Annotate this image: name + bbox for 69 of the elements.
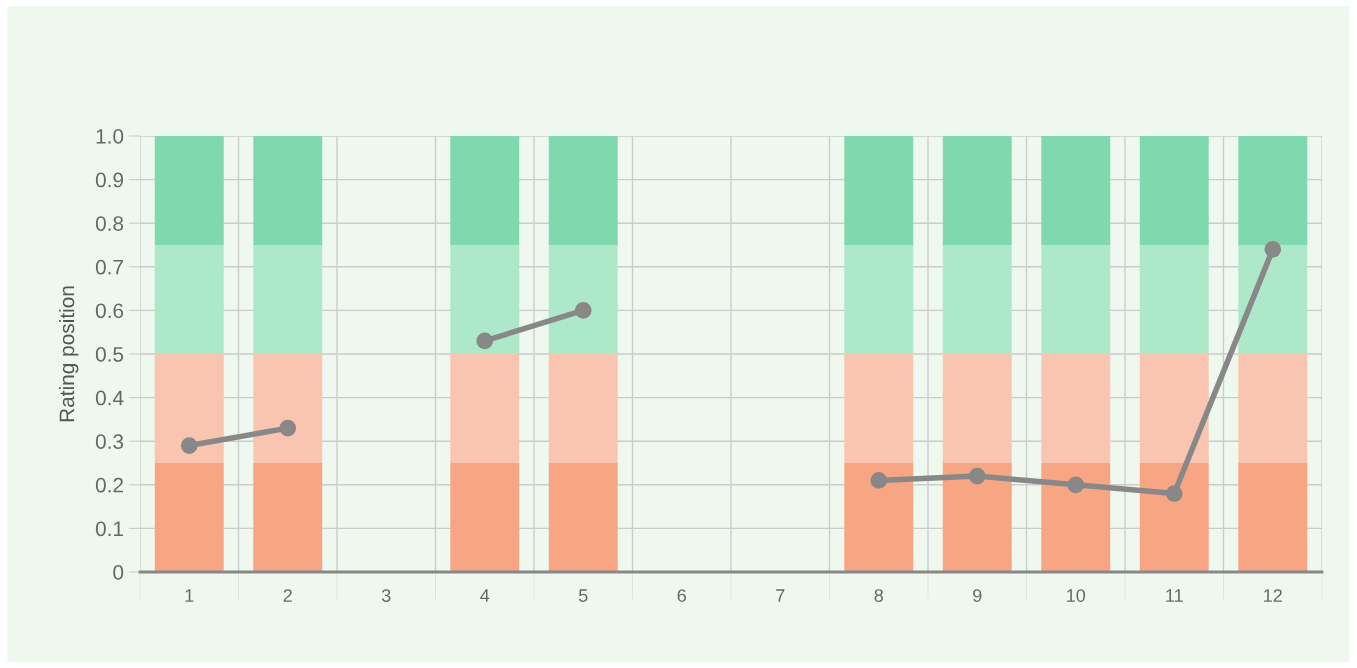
y-tick-label: 0.7	[95, 259, 123, 275]
bar	[942, 463, 1012, 572]
bar	[450, 463, 520, 572]
bar	[1238, 354, 1308, 463]
point	[574, 302, 592, 319]
bar	[450, 245, 520, 354]
bar	[548, 245, 618, 354]
y-tick-label: 0.1	[95, 521, 124, 537]
x-tick-label: 8	[874, 589, 883, 602]
bar	[1238, 136, 1308, 245]
x-tick-label: 1	[185, 589, 194, 602]
y-tick-label: 0.3	[95, 434, 124, 449]
bar	[154, 245, 224, 354]
bar	[844, 463, 914, 572]
bar	[844, 245, 914, 354]
bar	[1041, 245, 1111, 354]
bar	[253, 245, 323, 354]
y-tick-label: 0	[113, 565, 124, 580]
bar	[154, 136, 224, 245]
y-tick-label: 0.2	[95, 477, 123, 493]
bar	[1041, 136, 1111, 245]
point	[476, 332, 494, 350]
bar	[844, 354, 914, 463]
point	[1165, 485, 1183, 502]
x-tick-label: 5	[578, 589, 588, 602]
y-axis-title: Rating position	[58, 286, 79, 422]
x-tick-label: 6	[677, 589, 686, 602]
bar	[1238, 463, 1308, 572]
y-tick-label: 1.0	[96, 129, 124, 144]
bar	[844, 136, 914, 245]
y-tick-label: 0.5	[95, 347, 124, 362]
bar	[548, 463, 618, 572]
bar	[154, 463, 224, 572]
bar	[1238, 245, 1308, 354]
x-tick-label: 9	[973, 589, 982, 602]
y-tick-label: 0.4	[95, 390, 124, 406]
bar	[1139, 354, 1209, 463]
x-tick-label: 7	[776, 589, 785, 602]
bar	[253, 354, 323, 463]
bar	[450, 136, 520, 245]
x-tick-label: 11	[1166, 589, 1183, 602]
bar	[154, 354, 224, 463]
bar	[942, 354, 1012, 463]
point	[1264, 241, 1282, 258]
bar	[1139, 463, 1209, 572]
y-tick-label: 0.6	[95, 303, 124, 319]
bar	[548, 136, 618, 245]
bar	[942, 136, 1012, 245]
point	[1067, 476, 1085, 494]
bar	[942, 245, 1012, 354]
point	[968, 467, 986, 485]
x-tick-label: 10	[1067, 589, 1086, 602]
x-tick-label: 12	[1264, 589, 1282, 602]
x-tick-label: 3	[381, 589, 391, 602]
bar	[1139, 136, 1209, 245]
point	[870, 472, 888, 489]
bar	[1139, 245, 1209, 354]
y-tick-label: 0.8	[95, 216, 124, 231]
bar	[253, 463, 323, 572]
x-tick-label: 4	[480, 589, 490, 602]
bar	[253, 136, 323, 245]
bar	[450, 354, 520, 463]
point	[180, 437, 198, 454]
x-tick-label: 2	[283, 589, 292, 602]
bar	[548, 354, 618, 463]
bar	[1041, 463, 1111, 572]
bar	[1041, 354, 1111, 463]
point	[279, 419, 297, 437]
y-tick-label: 0.9	[95, 172, 124, 188]
